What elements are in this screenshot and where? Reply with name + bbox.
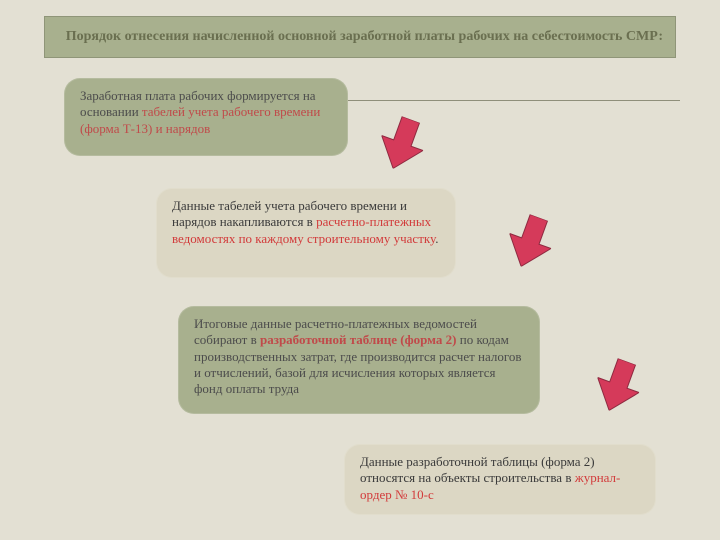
arrow-a2 (500, 210, 559, 274)
arrow-a1 (372, 112, 431, 176)
flow-node-n2: Данные табелей учета рабочего времени и … (156, 188, 456, 278)
title-text: Порядок отнесения начисленной основной з… (66, 29, 663, 45)
title-bar: Порядок отнесения начисленной основной з… (44, 16, 676, 58)
divider-line (344, 100, 680, 101)
flow-node-n3: Итоговые данные расчетно-платежных ведом… (178, 306, 540, 414)
flow-node-n1: Заработная плата рабочих формируется на … (64, 78, 348, 156)
slide-canvas: Порядок отнесения начисленной основной з… (0, 0, 720, 540)
text-segment: разработочной таблице (форма 2) (260, 332, 460, 347)
arrow-a3 (588, 354, 647, 418)
flow-node-n4: Данные разработочной таблицы (форма 2) о… (344, 444, 656, 515)
text-segment: . (435, 231, 438, 246)
text-segment: Данные разработочной таблицы (форма 2) о… (360, 454, 595, 485)
